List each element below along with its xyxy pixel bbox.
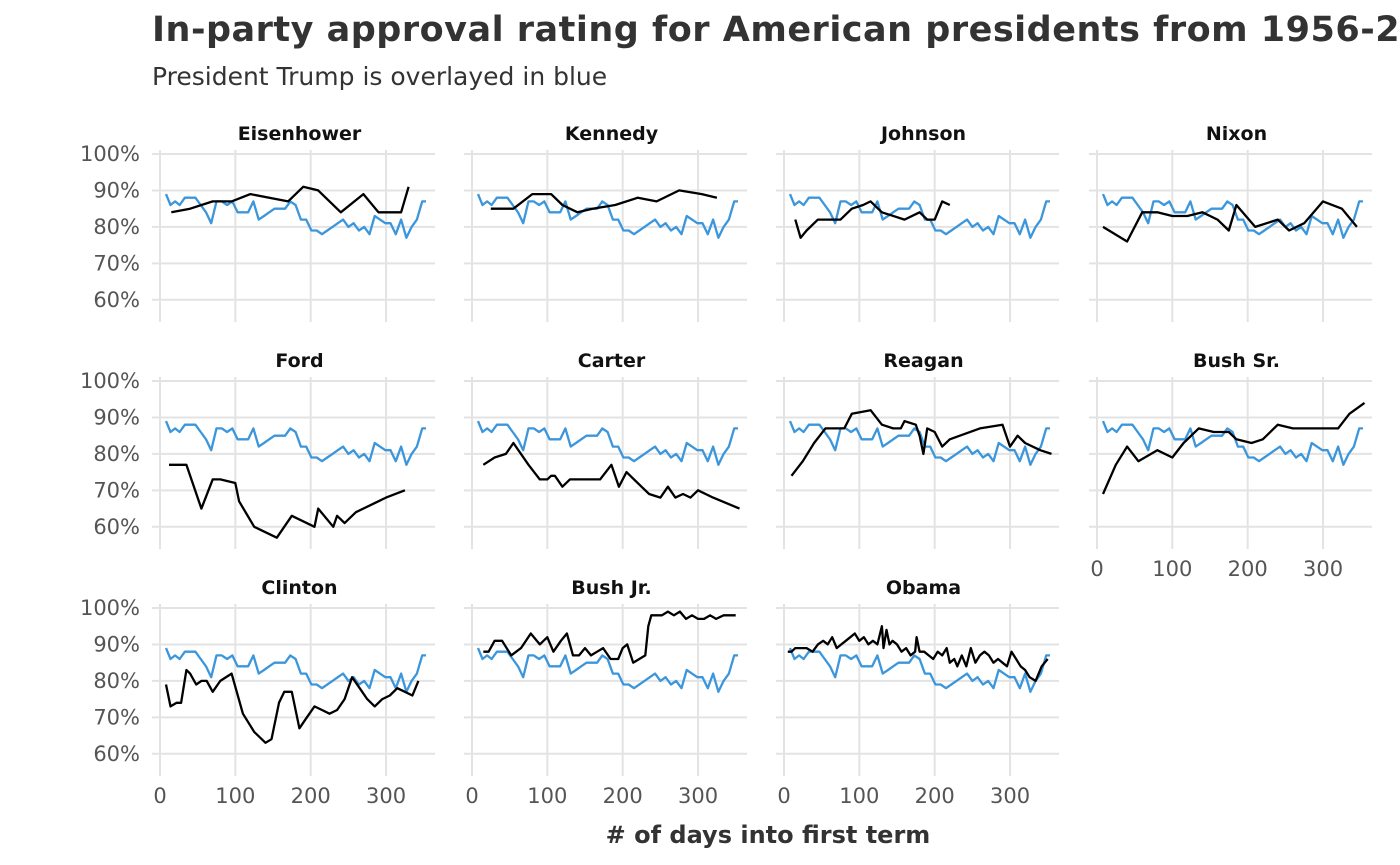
series-line-carter bbox=[482, 441, 740, 510]
chart-subtitle: President Trump is overlayed in blue bbox=[152, 62, 608, 91]
x-tick-label: 0 bbox=[153, 784, 166, 808]
series-line-obama bbox=[787, 625, 1049, 683]
overlay-line-reagan bbox=[788, 420, 1050, 466]
panel-title-clinton: Clinton bbox=[261, 577, 337, 599]
x-tick-label: 200 bbox=[915, 784, 955, 808]
series-line-bush-sr bbox=[1101, 401, 1366, 495]
y-tick-label: 70% bbox=[93, 478, 140, 502]
y-tick-label: 80% bbox=[93, 442, 140, 466]
panel-title-ford: Ford bbox=[275, 350, 323, 372]
overlay-line-carter bbox=[476, 420, 738, 466]
overlay-line-obama bbox=[788, 647, 1050, 693]
panel-title-bush-sr: Bush Sr. bbox=[1193, 350, 1280, 372]
x-tick-label: 200 bbox=[291, 784, 331, 808]
series-line-ford bbox=[169, 463, 406, 539]
y-tick-label: 60% bbox=[93, 515, 140, 539]
x-tick-label: 100 bbox=[839, 784, 879, 808]
x-tick-label: 300 bbox=[678, 784, 718, 808]
y-tick-label: 90% bbox=[93, 178, 140, 202]
series-line-eisenhower bbox=[171, 185, 410, 214]
y-tick-label: 60% bbox=[93, 288, 140, 312]
y-tick-label: 80% bbox=[93, 215, 140, 239]
panel-title-johnson: Johnson bbox=[879, 123, 966, 145]
panel-title-carter: Carter bbox=[578, 350, 646, 372]
series-line-nixon bbox=[1102, 200, 1358, 243]
panel-title-kennedy: Kennedy bbox=[565, 123, 659, 145]
overlay-line-clinton bbox=[164, 647, 426, 693]
x-tick-label: 200 bbox=[603, 784, 643, 808]
y-tick-label: 70% bbox=[93, 251, 140, 275]
y-tick-label: 80% bbox=[93, 669, 140, 693]
x-axis-title: # of days into first term bbox=[606, 821, 931, 849]
y-tick-label: 90% bbox=[93, 632, 140, 656]
y-tick-label: 100% bbox=[80, 596, 140, 620]
y-tick-label: 100% bbox=[80, 369, 140, 393]
x-tick-label: 100 bbox=[527, 784, 567, 808]
y-tick-label: 90% bbox=[93, 405, 140, 429]
series-line-reagan bbox=[790, 409, 1052, 477]
panel-title-reagan: Reagan bbox=[883, 350, 963, 372]
y-tick-label: 60% bbox=[93, 742, 140, 766]
y-tick-label: 100% bbox=[80, 142, 140, 166]
x-tick-label: 300 bbox=[366, 784, 406, 808]
x-tick-label: 300 bbox=[1303, 557, 1343, 581]
series-line-kennedy bbox=[490, 189, 718, 214]
x-tick-label: 100 bbox=[1152, 557, 1192, 581]
x-tick-label: 300 bbox=[990, 784, 1030, 808]
x-tick-label: 0 bbox=[465, 784, 478, 808]
panel-title-obama: Obama bbox=[886, 577, 961, 599]
overlay-line-bush-jr bbox=[476, 647, 738, 693]
panel-title-eisenhower: Eisenhower bbox=[238, 123, 362, 145]
x-tick-label: 100 bbox=[215, 784, 255, 808]
overlay-line-ford bbox=[164, 420, 426, 466]
series-line-clinton bbox=[164, 668, 420, 744]
x-tick-label: 0 bbox=[1090, 557, 1103, 581]
panel-title-nixon: Nixon bbox=[1206, 123, 1267, 145]
x-tick-label: 200 bbox=[1228, 557, 1268, 581]
series-line-johnson bbox=[794, 200, 951, 239]
y-tick-label: 70% bbox=[93, 705, 140, 729]
series-line-bush-jr bbox=[483, 610, 736, 664]
overlay-line-kennedy bbox=[476, 193, 738, 239]
panel-title-bush-jr: Bush Jr. bbox=[571, 577, 651, 599]
chart-title: In-party approval rating for American pr… bbox=[152, 10, 1400, 50]
overlay-line-eisenhower bbox=[164, 193, 426, 239]
overlay-line-nixon bbox=[1101, 193, 1363, 239]
overlay-line-johnson bbox=[788, 193, 1050, 239]
x-tick-label: 0 bbox=[777, 784, 790, 808]
overlay-line-bush-sr bbox=[1101, 420, 1363, 466]
